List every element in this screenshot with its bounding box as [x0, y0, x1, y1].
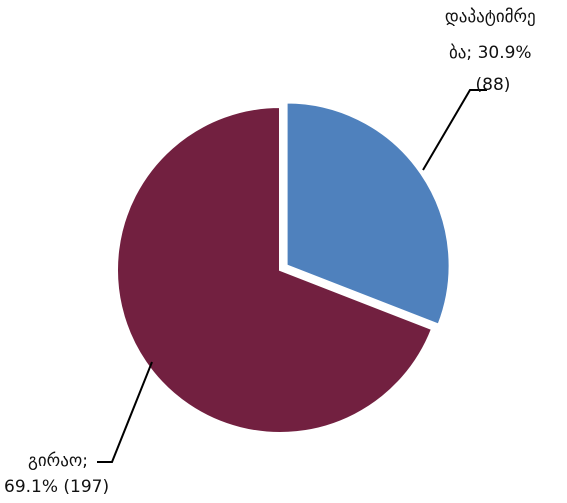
leader-line-bail [97, 361, 153, 463]
slice-label-arrest: დაპატიმრე ბა; 30.9% (88) [445, 7, 541, 95]
slice-label-arrest-line-3: (88) [476, 75, 511, 95]
slice-label-arrest-line-2: ბა; 30.9% [449, 43, 532, 63]
data-labels: დაპატიმრე ბა; 30.9% (88) გირაო; 69.1% (1… [4, 7, 541, 497]
slice-label-arrest-line-1: დაპატიმრე [445, 7, 536, 27]
slice-arrest [285, 101, 451, 326]
slice-label-bail-line-2: 69.1% (197) [4, 477, 109, 497]
leader-line-arrest [422, 89, 487, 171]
slice-label-bail-line-1: გირაო; [28, 451, 88, 471]
slice-bail [116, 105, 434, 434]
slices-layer [116, 101, 451, 434]
slice-label-bail: გირაო; 69.1% (197) [4, 451, 109, 497]
leader-lines [97, 89, 487, 463]
